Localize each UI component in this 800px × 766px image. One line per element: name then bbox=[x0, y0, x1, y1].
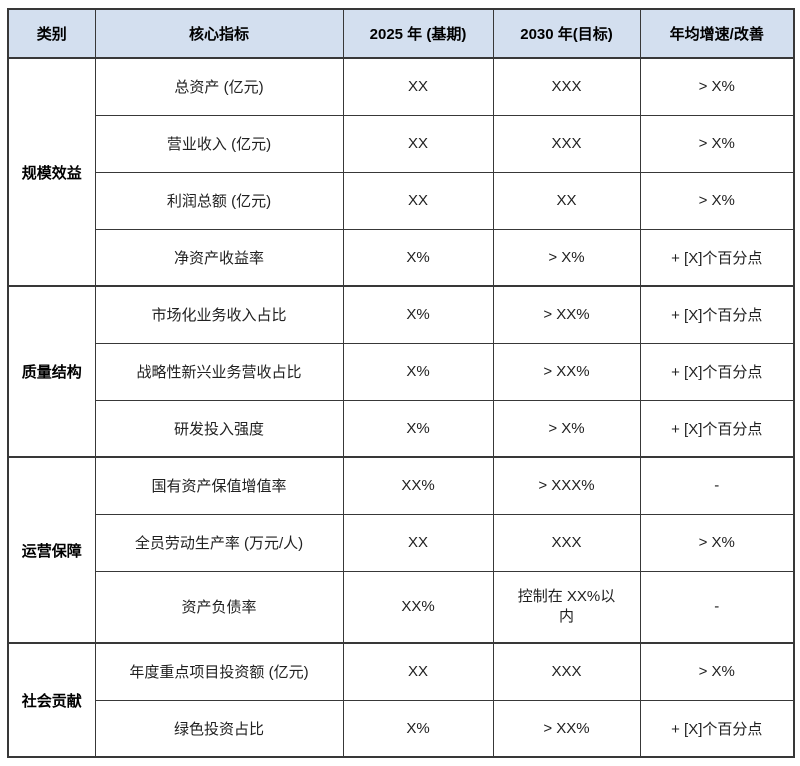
indicator-cell: 市场化业务收入占比 bbox=[94, 285, 344, 344]
value-2025-cell: X% bbox=[342, 228, 494, 287]
kpi-table: 类别 核心指标 2025 年 (基期) 2030 年(目标) 年均增速/改善 规… bbox=[7, 8, 795, 758]
value-2030-cell: XXX bbox=[492, 513, 641, 572]
table-row: 利润总额 (亿元) XX XX > X% bbox=[8, 171, 795, 230]
value-2030-cell: > XX% bbox=[492, 342, 641, 401]
value-2030-cell: XX bbox=[492, 171, 641, 230]
category-cell: 运营保障 bbox=[7, 456, 96, 644]
table-row: 资产负债率 XX% 控制在 XX%以内 - bbox=[8, 570, 795, 644]
value-2025-cell: X% bbox=[342, 699, 494, 758]
value-2025-cell: XX bbox=[342, 513, 494, 572]
value-2030-cell: > X% bbox=[492, 228, 641, 287]
growth-cell: > X% bbox=[639, 171, 795, 230]
indicator-cell: 战略性新兴业务营收占比 bbox=[94, 342, 344, 401]
table-row: 研发投入强度 X% > X% + [X]个百分点 bbox=[8, 399, 795, 458]
header-cell-target-2030: 2030 年(目标) bbox=[492, 8, 641, 59]
growth-cell: + [X]个百分点 bbox=[639, 285, 795, 344]
value-2030-cell: > XXX% bbox=[492, 456, 641, 515]
value-2025-cell: X% bbox=[342, 285, 494, 344]
growth-cell: > X% bbox=[639, 642, 795, 701]
growth-cell: - bbox=[639, 456, 795, 515]
value-2030-cell: > XX% bbox=[492, 285, 641, 344]
indicator-cell: 营业收入 (亿元) bbox=[94, 114, 344, 173]
value-2025-cell: XX% bbox=[342, 456, 494, 515]
value-2030-cell: > XX% bbox=[492, 699, 641, 758]
indicator-cell: 资产负债率 bbox=[94, 570, 344, 644]
value-2025-cell: XX bbox=[342, 642, 494, 701]
header-cell-category: 类别 bbox=[7, 8, 96, 59]
growth-cell: > X% bbox=[639, 57, 795, 116]
indicator-cell: 净资产收益率 bbox=[94, 228, 344, 287]
category-cell: 规模效益 bbox=[7, 57, 96, 287]
header-cell-indicator: 核心指标 bbox=[94, 8, 344, 59]
value-2025-cell: X% bbox=[342, 399, 494, 458]
table-row: 战略性新兴业务营收占比 X% > XX% + [X]个百分点 bbox=[8, 342, 795, 401]
value-2025-cell: XX bbox=[342, 57, 494, 116]
growth-cell: > X% bbox=[639, 114, 795, 173]
indicator-cell: 年度重点项目投资额 (亿元) bbox=[94, 642, 344, 701]
value-2025-cell: XX% bbox=[342, 570, 494, 644]
table-row: 规模效益 总资产 (亿元) XX XXX > X% bbox=[7, 57, 795, 287]
growth-cell: + [X]个百分点 bbox=[639, 399, 795, 458]
value-2030-cell: XXX bbox=[492, 57, 641, 116]
value-2030-cell: > X% bbox=[492, 399, 641, 458]
table-row: 全员劳动生产率 (万元/人) XX XXX > X% bbox=[8, 513, 795, 572]
table-row: 质量结构 市场化业务收入占比 X% > XX% + [X]个百分点 bbox=[7, 285, 795, 458]
table-header-row: 类别 核心指标 2025 年 (基期) 2030 年(目标) 年均增速/改善 bbox=[7, 8, 795, 59]
table-row: 绿色投资占比 X% > XX% + [X]个百分点 bbox=[8, 699, 795, 758]
value-2030-cell: XXX bbox=[492, 114, 641, 173]
growth-cell: + [X]个百分点 bbox=[639, 342, 795, 401]
indicator-cell: 总资产 (亿元) bbox=[94, 57, 344, 116]
growth-cell: + [X]个百分点 bbox=[639, 228, 795, 287]
value-2025-cell: XX bbox=[342, 114, 494, 173]
table-row: 社会贡献 年度重点项目投资额 (亿元) XX XXX > X% bbox=[7, 642, 795, 758]
growth-cell: > X% bbox=[639, 513, 795, 572]
table-row: 运营保障 国有资产保值增值率 XX% > XXX% - bbox=[7, 456, 795, 644]
value-2030-cell: 控制在 XX%以内 bbox=[492, 570, 641, 644]
header-cell-growth: 年均增速/改善 bbox=[639, 8, 795, 59]
indicator-cell: 全员劳动生产率 (万元/人) bbox=[94, 513, 344, 572]
growth-cell: + [X]个百分点 bbox=[639, 699, 795, 758]
category-cell: 社会贡献 bbox=[7, 642, 96, 758]
value-2030-cell: XXX bbox=[492, 642, 641, 701]
table-row: 净资产收益率 X% > X% + [X]个百分点 bbox=[8, 228, 795, 287]
indicator-cell: 利润总额 (亿元) bbox=[94, 171, 344, 230]
category-cell: 质量结构 bbox=[7, 285, 96, 458]
indicator-cell: 国有资产保值增值率 bbox=[94, 456, 344, 515]
table-row: 营业收入 (亿元) XX XXX > X% bbox=[8, 114, 795, 173]
value-2025-cell: XX bbox=[342, 171, 494, 230]
header-cell-base-2025: 2025 年 (基期) bbox=[342, 8, 494, 59]
value-2025-cell: X% bbox=[342, 342, 494, 401]
indicator-cell: 研发投入强度 bbox=[94, 399, 344, 458]
growth-cell: - bbox=[639, 570, 795, 644]
indicator-cell: 绿色投资占比 bbox=[94, 699, 344, 758]
